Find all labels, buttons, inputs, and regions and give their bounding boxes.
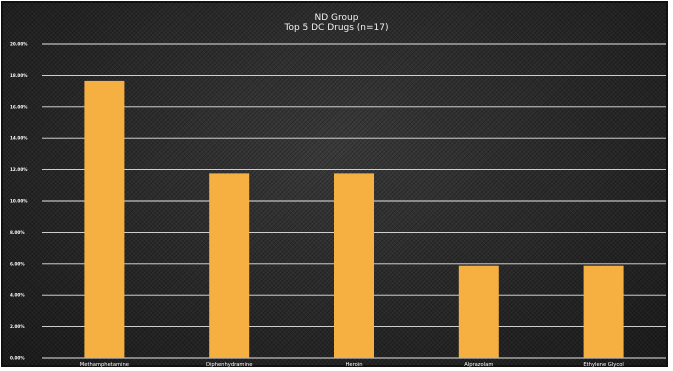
- x-category-label: Diphenhydramine: [206, 362, 252, 368]
- y-tick-label: 18.00%: [10, 73, 28, 78]
- y-tick-label: 2.00%: [10, 324, 25, 329]
- bar: [583, 265, 624, 358]
- y-tick-label: 6.00%: [10, 261, 25, 266]
- bar: [458, 265, 499, 358]
- x-category-label: Heroin: [345, 362, 362, 368]
- y-tick-label: 20.00%: [10, 42, 28, 47]
- bar: [334, 173, 374, 358]
- y-tick-label: 12.00%: [10, 167, 28, 172]
- y-tick-label: 14.00%: [10, 136, 28, 141]
- y-tick-label: 16.00%: [10, 104, 28, 109]
- y-tick-label: 4.00%: [10, 293, 25, 298]
- x-category-label: Methamphetamine: [80, 362, 129, 368]
- y-tick-label: 10.00%: [10, 199, 28, 204]
- chart-title: ND Group: [314, 13, 359, 23]
- x-category-label: Ethylene Glycol: [583, 362, 623, 368]
- y-tick-label: 0.00%: [10, 356, 25, 361]
- y-tick-label: 8.00%: [10, 230, 25, 235]
- bar: [84, 80, 125, 359]
- chart-subtitle: Top 5 DC Drugs (n=17): [284, 23, 389, 33]
- x-category-label: Alprazolam: [464, 362, 493, 368]
- bar: [209, 173, 250, 358]
